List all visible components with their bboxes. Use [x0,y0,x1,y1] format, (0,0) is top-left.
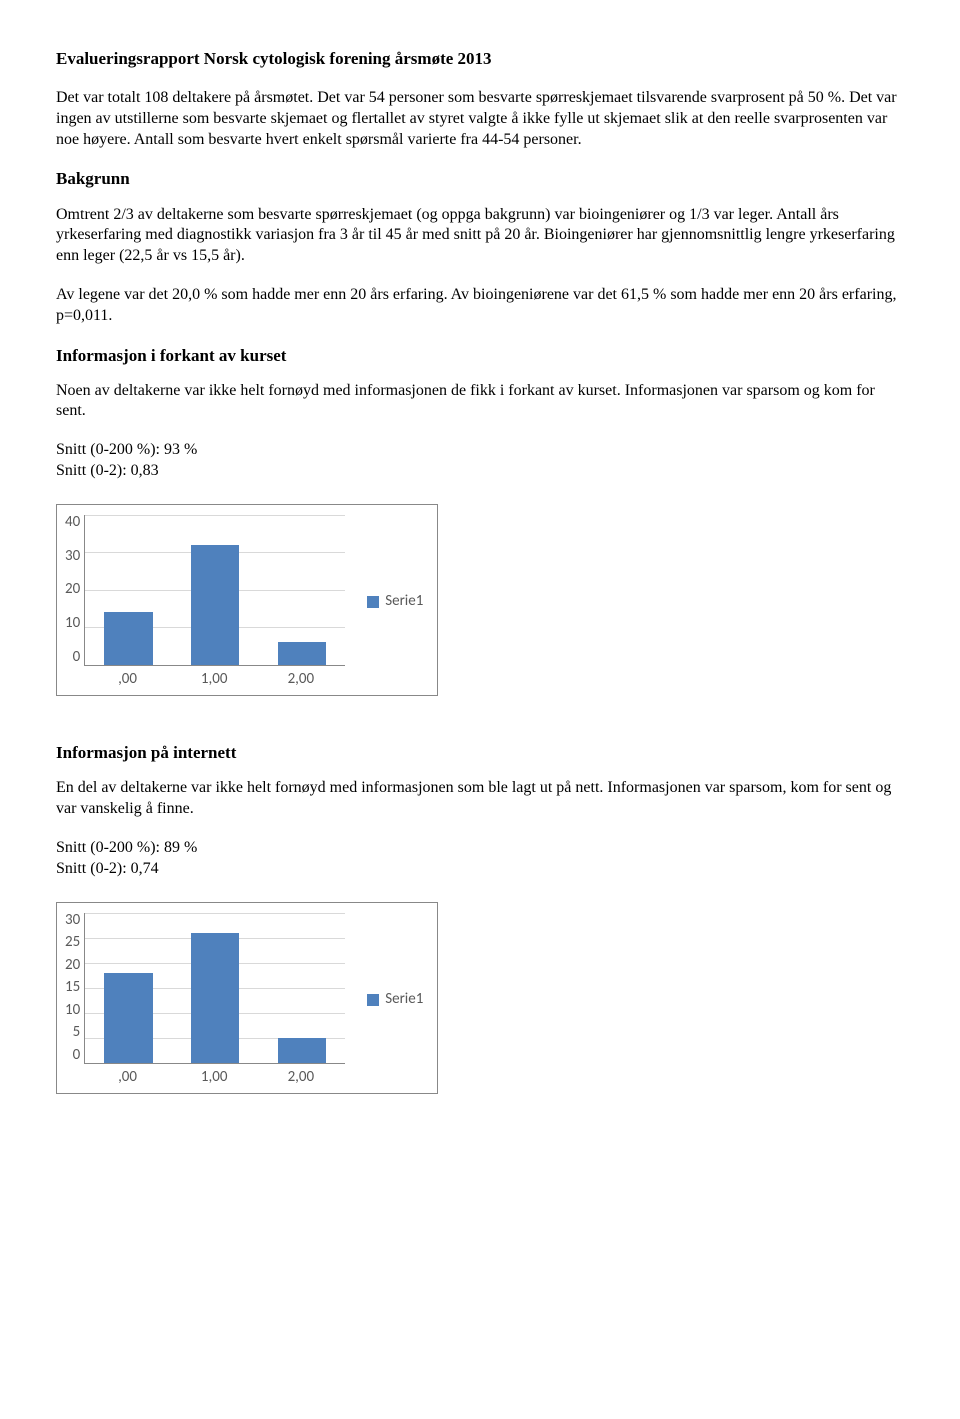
snitt-2b: Snitt (0-2): 0,74 [56,860,159,877]
chart-bar [191,545,240,665]
paragraph-bakgrunn-2: Av legene var det 20,0 % som hadde mer e… [56,285,904,327]
chart-x-axis: ,001,002,00 [84,670,344,690]
heading-bakgrunn: Bakgrunn [56,168,904,190]
chart-bar-slot [259,913,346,1063]
legend-swatch-icon [367,994,379,1006]
chart-y-axis: 30 25 20 15 10 5 0 [65,913,84,1063]
y-tick-label: 20 [65,958,80,973]
y-tick-label: 5 [73,1025,81,1040]
legend-label: Serie1 [385,592,423,612]
x-tick-label: 1,00 [171,1068,258,1088]
legend-label: Serie1 [385,990,423,1010]
y-tick-label: 10 [65,616,80,631]
chart-x-axis: ,001,002,00 [84,1068,344,1088]
snitt-1a: Snitt (0-200 %): 93 % [56,441,197,458]
paragraph-intro: Det var totalt 108 deltakere på årsmøtet… [56,88,904,150]
chart-bar-slot [172,913,259,1063]
y-tick-label: 20 [65,582,80,597]
snitt-1b: Snitt (0-2): 0,83 [56,462,159,479]
x-tick-label: ,00 [84,670,171,690]
x-tick-label: 1,00 [171,670,258,690]
y-tick-label: 30 [65,549,80,564]
chart-bar-slot [85,913,172,1063]
paragraph-info1: Noen av deltakerne var ikke helt fornøyd… [56,381,904,423]
y-tick-label: 0 [73,1048,81,1063]
y-tick-label: 25 [65,935,80,950]
x-tick-label: 2,00 [258,1068,345,1088]
snitt-block-1: Snitt (0-200 %): 93 % Snitt (0-2): 0,83 [56,440,904,482]
chart-plot-area [84,913,345,1064]
chart-bar-slot [85,515,172,665]
chart-bar [278,642,327,665]
paragraph-bakgrunn-1: Omtrent 2/3 av deltakerne som besvarte s… [56,205,904,267]
chart-legend: Serie1 [367,592,423,612]
chart-bar-slot [172,515,259,665]
chart-bar-slot [259,515,346,665]
chart-bar [104,612,153,665]
chart-y-axis: 40 30 20 10 0 [65,515,84,665]
x-tick-label: 2,00 [258,670,345,690]
y-tick-label: 40 [65,515,80,530]
page-title: Evalueringsrapport Norsk cytologisk fore… [56,48,904,70]
snitt-2a: Snitt (0-200 %): 89 % [56,839,197,856]
chart-bar [278,1038,327,1063]
chart-2: 30 25 20 15 10 5 0,001,002,00 Serie1 [56,902,438,1095]
y-tick-label: 30 [65,913,80,928]
x-tick-label: ,00 [84,1068,171,1088]
chart-1: 40 30 20 10 0,001,002,00 Serie1 [56,504,438,697]
legend-swatch-icon [367,596,379,608]
chart-legend: Serie1 [367,990,423,1010]
heading-info-forkant: Informasjon i forkant av kurset [56,345,904,367]
paragraph-info2: En del av deltakerne var ikke helt fornø… [56,778,904,820]
chart-plot-area [84,515,345,666]
heading-info-internett: Informasjon på internett [56,742,904,764]
chart-bar [191,933,240,1063]
snitt-block-2: Snitt (0-200 %): 89 % Snitt (0-2): 0,74 [56,838,904,880]
chart-bar [104,973,153,1063]
y-tick-label: 15 [65,980,80,995]
y-tick-label: 0 [73,650,81,665]
y-tick-label: 10 [65,1003,80,1018]
